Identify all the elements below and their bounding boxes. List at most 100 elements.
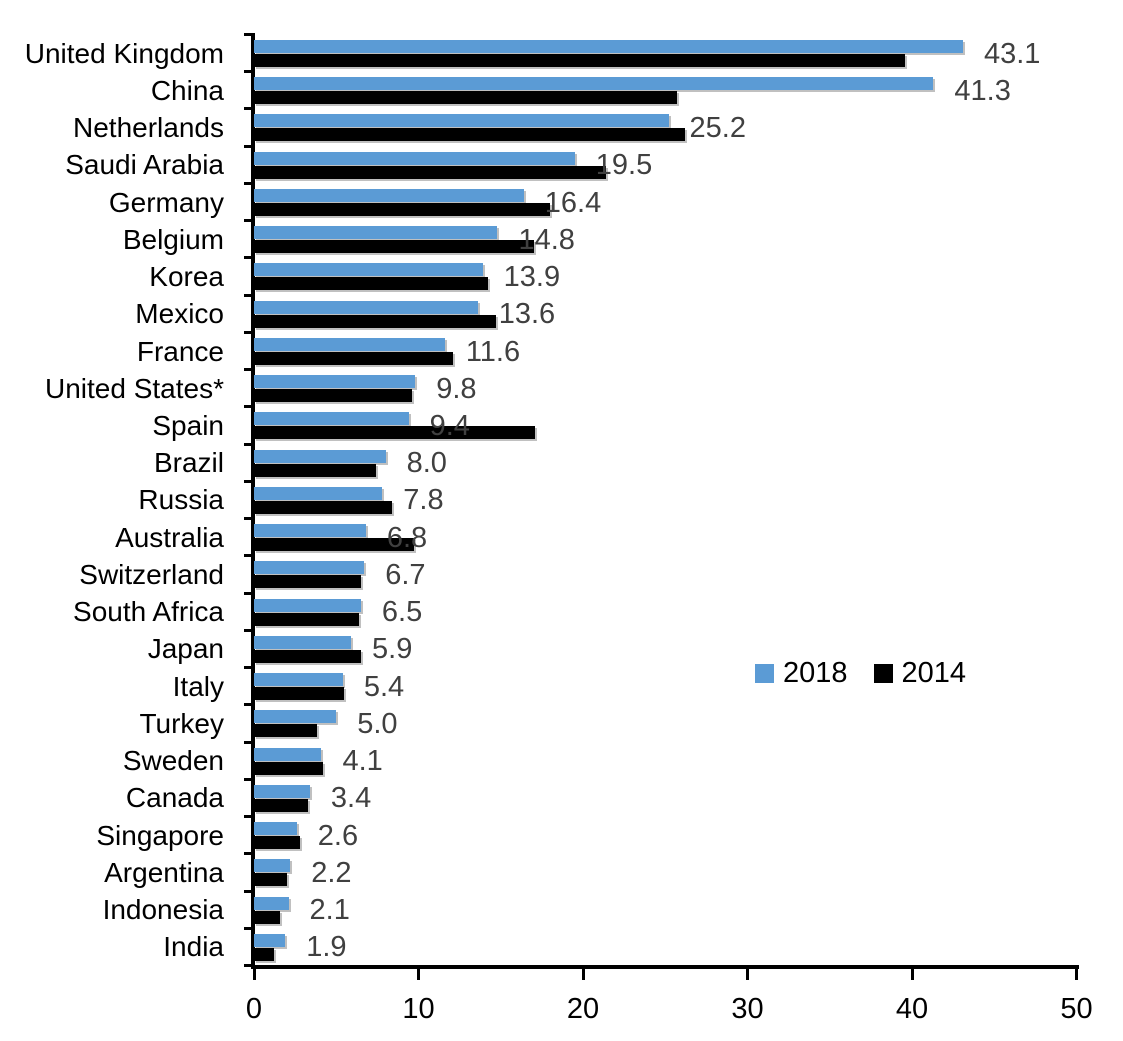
value-label: 19.5 (595, 149, 653, 182)
category-label: Belgium (122, 223, 224, 255)
y-axis-line (251, 33, 255, 969)
bar-2018 (254, 822, 297, 836)
x-tick-label: 0 (245, 993, 263, 1025)
bar-2018 (254, 77, 934, 91)
bar-2018 (254, 40, 963, 53)
bar-2014 (254, 724, 317, 738)
legend-item-2018: 2018 (755, 658, 848, 688)
bar-2014 (254, 687, 345, 701)
y-axis-tick (244, 777, 252, 781)
x-axis-tick (417, 969, 420, 980)
bar-2014 (254, 240, 534, 254)
bar-2014 (254, 649, 361, 663)
bar-2018 (254, 598, 361, 612)
category-label: Korea (149, 261, 224, 293)
bar-2018 (254, 784, 310, 798)
y-axis-tick (244, 70, 252, 74)
bar-2018 (254, 226, 498, 240)
value-label: 13.6 (498, 298, 556, 331)
value-label: 43.1 (983, 37, 1041, 70)
x-tick-label: 50 (1060, 993, 1093, 1025)
x-axis-tick (252, 969, 256, 980)
bar-2014 (254, 54, 906, 67)
category-label: Germany (108, 186, 224, 218)
y-axis-tick (244, 219, 252, 223)
bar-2014 (254, 836, 301, 850)
x-axis-tick (581, 969, 585, 980)
category-label: Netherlands (73, 112, 224, 144)
y-axis-tick (244, 405, 252, 409)
bar-2014 (254, 612, 360, 626)
value-label: 4.1 (342, 745, 383, 778)
y-axis-tick (244, 591, 252, 595)
category-label: Italy (172, 670, 224, 702)
y-axis-tick (244, 554, 252, 558)
y-axis-tick (244, 368, 252, 372)
y-axis-tick (244, 442, 252, 446)
x-axis-tick (1075, 969, 1078, 980)
category-label: Spain (152, 410, 224, 441)
bar-2014 (254, 91, 677, 105)
chart-legend: 2018 2014 (755, 658, 966, 688)
bar-2018 (254, 449, 386, 463)
value-label: 13.9 (503, 261, 561, 294)
bar-2014 (254, 165, 607, 179)
bar-2014 (254, 463, 376, 477)
legend-label-2014: 2014 (901, 657, 967, 689)
y-axis-tick (244, 330, 252, 334)
x-tick-label: 40 (895, 993, 929, 1025)
x-axis-line (251, 965, 1079, 969)
category-label: Japan (147, 633, 224, 665)
bar-2014 (254, 798, 309, 812)
category-label: China (150, 74, 224, 106)
bar-2018 (254, 859, 291, 873)
bar-2014 (254, 538, 414, 552)
bar-2018 (254, 524, 366, 538)
category-label: Russia (138, 484, 224, 516)
value-label: 2.1 (309, 894, 350, 927)
x-tick-label: 30 (731, 993, 764, 1025)
bar-2018 (254, 710, 337, 724)
value-label: 11.6 (465, 335, 521, 368)
bar-2018 (254, 635, 352, 649)
category-label: Singapore (96, 819, 224, 851)
bar-2018 (254, 300, 478, 314)
value-label: 3.4 (330, 782, 372, 815)
bar-2018 (254, 412, 409, 426)
legend-item-2014: 2014 (873, 657, 967, 689)
bar-2018 (254, 375, 416, 389)
value-label: 8.0 (406, 447, 447, 480)
x-axis-tick (746, 969, 749, 980)
category-label: Sweden (122, 745, 224, 777)
y-axis-tick (244, 517, 252, 521)
y-axis-tick (244, 628, 252, 632)
bar-2014 (254, 575, 361, 589)
category-label: France (136, 335, 224, 367)
category-label: Saudi Arabia (65, 149, 224, 181)
x-axis-tick (910, 969, 914, 980)
bar-2018 (254, 673, 343, 687)
y-axis-tick (244, 479, 252, 483)
y-axis-tick (244, 666, 252, 670)
category-label: Mexico (135, 298, 224, 330)
value-label: 5.9 (372, 633, 413, 666)
value-label: 9.8 (436, 372, 477, 405)
category-label: United States* (45, 372, 224, 404)
value-label: 6.7 (385, 558, 426, 591)
y-axis-tick (244, 256, 252, 260)
bar-2018 (254, 747, 322, 761)
bar-2014 (254, 426, 536, 440)
category-label: Brazil (153, 447, 224, 479)
y-axis-tick (244, 815, 252, 819)
bar-2014 (254, 351, 454, 365)
bar-2014 (254, 873, 287, 887)
category-label: Switzerland (79, 558, 224, 590)
category-label: Indonesia (102, 894, 224, 926)
x-tick-label: 20 (566, 993, 600, 1025)
bar-2018 (254, 933, 286, 947)
bar-2018 (254, 263, 483, 277)
category-label: Canada (125, 782, 224, 814)
legend-label-2018: 2018 (783, 657, 848, 689)
x-tick-label: 10 (402, 993, 435, 1025)
bar-2014 (254, 314, 496, 328)
